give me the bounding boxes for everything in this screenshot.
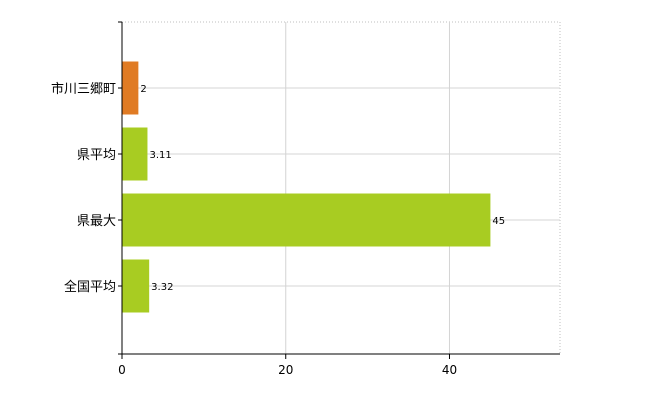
category-label: 県平均 <box>77 148 116 163</box>
data-label: 3.32 <box>151 282 173 293</box>
x-tick-label: 0 <box>118 363 126 377</box>
bar <box>122 61 139 115</box>
bar <box>122 259 150 313</box>
category-label: 県最大 <box>77 214 116 229</box>
x-tick-label: 40 <box>442 363 457 377</box>
data-label: 2 <box>140 84 146 95</box>
bar <box>122 127 148 181</box>
category-label: 市川三郷町 <box>51 81 116 97</box>
x-tick-label: 20 <box>278 363 293 377</box>
bar <box>122 193 491 247</box>
data-label: 45 <box>492 216 505 227</box>
data-label: 3.11 <box>149 150 171 161</box>
category-label: 全国平均 <box>64 279 116 295</box>
